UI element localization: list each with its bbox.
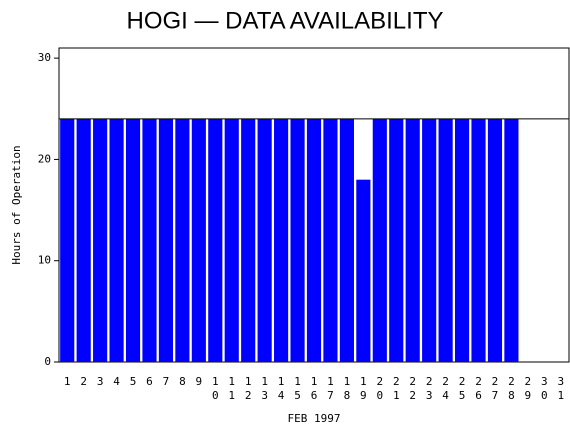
bar bbox=[60, 118, 75, 362]
bar bbox=[175, 118, 190, 362]
bar bbox=[93, 118, 108, 362]
bar bbox=[356, 179, 371, 362]
x-tick-label: 1 bbox=[64, 375, 71, 388]
y-tick-label: 20 bbox=[38, 152, 51, 165]
bar bbox=[487, 118, 503, 362]
bar bbox=[257, 118, 272, 362]
bar bbox=[422, 118, 437, 362]
x-tick-label: 8 bbox=[179, 375, 186, 388]
y-tick-label: 0 bbox=[44, 355, 51, 368]
bar bbox=[454, 118, 470, 362]
x-tick-label: 2 bbox=[80, 375, 87, 388]
y-tick-label: 30 bbox=[38, 51, 51, 64]
bar bbox=[142, 118, 157, 362]
bar bbox=[504, 118, 519, 362]
bar bbox=[274, 118, 289, 362]
bar bbox=[290, 118, 305, 362]
y-tick-label: 10 bbox=[38, 254, 51, 267]
bar bbox=[76, 118, 91, 362]
x-tick-label: 5 bbox=[130, 375, 137, 388]
chart-title: HOGI — DATA AVAILABILITY bbox=[127, 7, 444, 34]
x-axis-label: FEB 1997 bbox=[288, 412, 341, 425]
bar bbox=[471, 118, 486, 362]
y-axis-label: Hours of Operation bbox=[10, 145, 23, 264]
bar bbox=[405, 118, 420, 362]
bar bbox=[372, 118, 387, 362]
bar bbox=[438, 118, 453, 362]
bar bbox=[158, 118, 174, 362]
x-tick-label: 6 bbox=[146, 375, 153, 388]
x-tick-label: 7 bbox=[163, 375, 170, 388]
bar bbox=[389, 118, 404, 362]
bar bbox=[224, 118, 239, 362]
x-tick-label: 4 bbox=[113, 375, 120, 388]
x-tick-label: 9 bbox=[196, 375, 203, 388]
bar bbox=[208, 118, 223, 362]
bar bbox=[339, 118, 354, 362]
bar bbox=[109, 118, 124, 362]
bar bbox=[323, 118, 338, 362]
bar bbox=[306, 118, 322, 362]
bar bbox=[125, 118, 141, 362]
x-tick-label: 3 bbox=[97, 375, 104, 388]
bar bbox=[241, 118, 256, 362]
bar bbox=[191, 118, 206, 362]
